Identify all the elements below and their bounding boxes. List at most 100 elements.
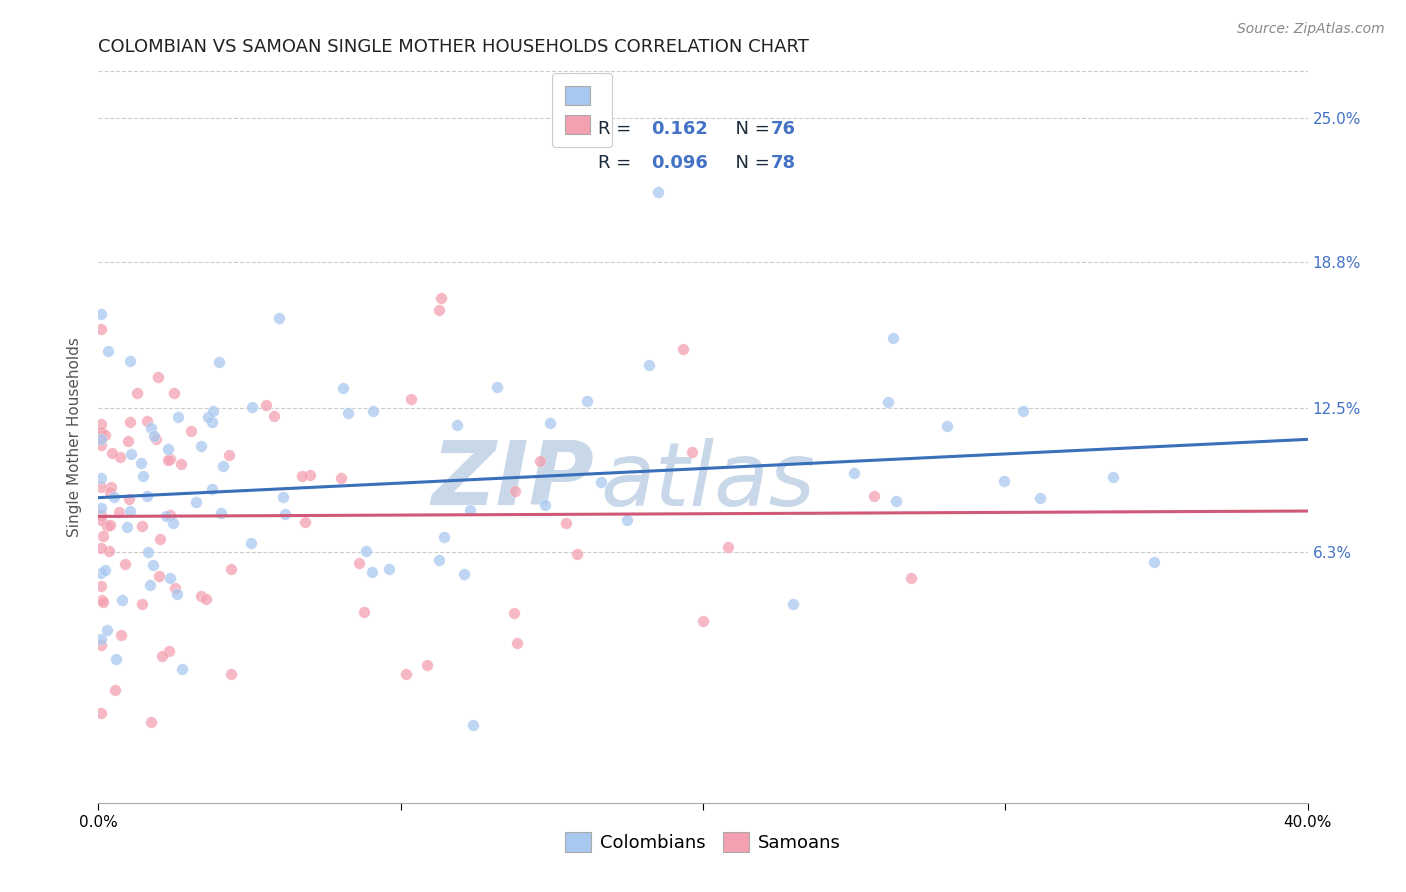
- Point: [131, 518, 153, 533]
- Point: [399, 392, 422, 406]
- Point: [589, 475, 612, 489]
- Point: [529, 454, 551, 468]
- Point: [427, 303, 450, 318]
- Point: [94, 427, 117, 442]
- Point: [103, 490, 125, 504]
- Text: N =: N =: [724, 120, 776, 138]
- Point: [90, 307, 112, 321]
- Legend: Colombians, Samoans: Colombians, Samoans: [558, 825, 848, 860]
- Point: [503, 606, 526, 620]
- Point: [107, 505, 129, 519]
- Point: [90, 429, 112, 443]
- Point: [460, 502, 482, 516]
- Point: [90, 508, 112, 523]
- Point: [90, 638, 112, 652]
- Point: [565, 547, 588, 561]
- Point: [139, 714, 162, 729]
- Point: [136, 414, 159, 428]
- Point: [120, 447, 142, 461]
- Point: [90, 438, 112, 452]
- Point: [90, 632, 112, 646]
- Point: [195, 591, 218, 606]
- Point: [446, 417, 468, 432]
- Point: [90, 566, 112, 581]
- Point: [201, 416, 224, 430]
- Point: [114, 557, 136, 571]
- Text: 76: 76: [770, 120, 796, 138]
- Point: [155, 509, 177, 524]
- Text: ZIP: ZIP: [432, 437, 595, 524]
- Point: [263, 409, 285, 424]
- Point: [717, 540, 740, 554]
- Point: [377, 562, 399, 576]
- Point: [170, 458, 193, 472]
- Point: [692, 614, 714, 628]
- Point: [240, 536, 263, 550]
- Point: [159, 508, 181, 522]
- Point: [430, 291, 453, 305]
- Point: [882, 331, 904, 345]
- Point: [782, 597, 804, 611]
- Point: [118, 354, 141, 368]
- Point: [505, 484, 527, 499]
- Point: [330, 471, 353, 485]
- Point: [149, 532, 172, 546]
- Point: [90, 500, 112, 515]
- Point: [353, 605, 375, 619]
- Text: COLOMBIAN VS SAMOAN SINGLE MOTHER HOUSEHOLDS CORRELATION CHART: COLOMBIAN VS SAMOAN SINGLE MOTHER HOUSEH…: [98, 38, 810, 56]
- Point: [159, 451, 181, 466]
- Point: [218, 448, 240, 462]
- Point: [90, 432, 112, 446]
- Point: [1029, 491, 1052, 505]
- Text: R =: R =: [598, 154, 637, 172]
- Point: [143, 429, 166, 443]
- Point: [207, 355, 229, 369]
- Point: [136, 545, 159, 559]
- Point: [100, 446, 122, 460]
- Point: [576, 393, 599, 408]
- Point: [647, 185, 669, 199]
- Point: [115, 520, 138, 534]
- Text: Source: ZipAtlas.com: Source: ZipAtlas.com: [1237, 22, 1385, 37]
- Point: [219, 561, 242, 575]
- Point: [98, 518, 121, 533]
- Point: [104, 682, 127, 697]
- Point: [91, 529, 114, 543]
- Point: [616, 513, 638, 527]
- Point: [361, 404, 384, 418]
- Point: [131, 597, 153, 611]
- Point: [534, 499, 557, 513]
- Text: 78: 78: [770, 154, 796, 172]
- Y-axis label: Single Mother Households: Single Mother Households: [67, 337, 83, 537]
- Point: [148, 569, 170, 583]
- Point: [129, 456, 152, 470]
- Point: [242, 400, 264, 414]
- Point: [162, 516, 184, 531]
- Point: [156, 442, 179, 456]
- Text: 0.162: 0.162: [651, 120, 709, 138]
- Point: [638, 358, 661, 372]
- Text: atlas: atlas: [600, 438, 815, 524]
- Point: [111, 592, 134, 607]
- Point: [132, 469, 155, 483]
- Point: [97, 343, 120, 358]
- Point: [347, 556, 370, 570]
- Point: [506, 636, 529, 650]
- Point: [118, 415, 141, 429]
- Point: [90, 706, 112, 720]
- Point: [863, 489, 886, 503]
- Point: [96, 518, 118, 533]
- Point: [197, 410, 219, 425]
- Point: [90, 579, 112, 593]
- Point: [360, 565, 382, 579]
- Point: [90, 541, 112, 556]
- Point: [166, 587, 188, 601]
- Point: [90, 513, 112, 527]
- Point: [190, 589, 212, 603]
- Point: [294, 515, 316, 529]
- Point: [267, 310, 290, 325]
- Point: [291, 468, 314, 483]
- Point: [336, 405, 359, 419]
- Point: [90, 425, 112, 440]
- Point: [1143, 555, 1166, 569]
